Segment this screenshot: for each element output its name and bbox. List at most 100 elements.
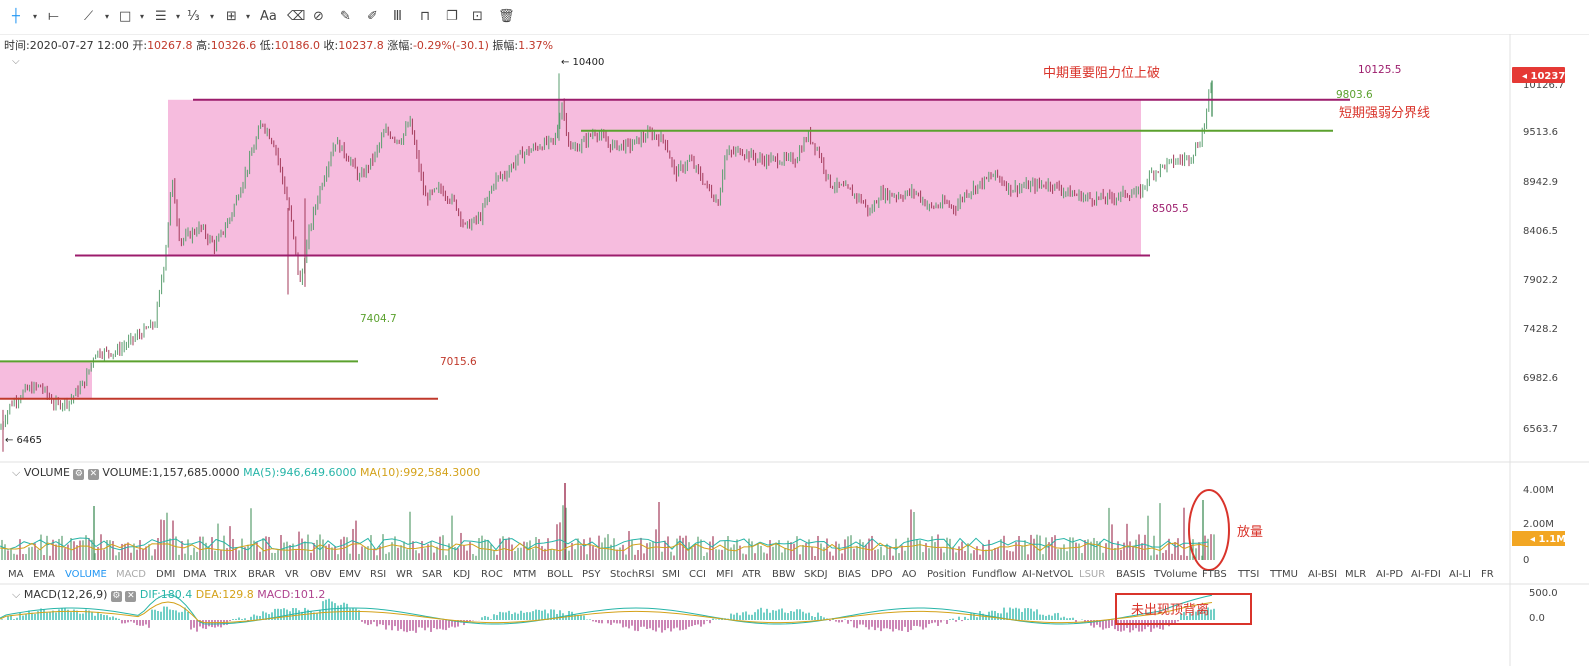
volume-ma10: MA(10):992,584.3000 (359, 466, 481, 479)
indicator-tab-basis[interactable]: BASIS (1116, 569, 1146, 580)
consolidation-zone (168, 99, 1141, 256)
price-axis-tick: 9513.6 (1523, 127, 1558, 138)
indicator-tab-ttsi[interactable]: TTSI (1238, 569, 1260, 580)
indicator-tabs: MA EMA VOLUME MACD DMI DMA TRIX BRAR VR OBV EMV RSI… (0, 569, 1510, 585)
crosshair-icon[interactable]: ┼ (12, 9, 20, 24)
indicator-tab-ttmu[interactable]: TTMU (1270, 569, 1298, 580)
lock-icon[interactable]: ⊓ (420, 9, 431, 24)
caret-down-icon[interactable]: ▾ (105, 12, 110, 21)
indicator-tab-obv[interactable]: OBV (310, 569, 332, 580)
indicator-tab-ai-li[interactable]: AI-LI (1449, 569, 1471, 580)
caret-down-icon[interactable]: ▾ (246, 12, 251, 21)
indicator-tab-macd[interactable]: MACD (116, 569, 146, 580)
level-label: 8505.5 (1152, 203, 1189, 215)
indicator-tab-ao[interactable]: AO (902, 569, 917, 580)
indicator-tab-ema[interactable]: EMA (33, 569, 55, 580)
macd-dea-line (0, 601, 1213, 624)
settings-gear-icon[interactable]: ⚙ (73, 469, 85, 480)
collapse-chevron-icon[interactable]: ⌵ (12, 588, 21, 601)
ohlc-info-bar: 时间:2020-07-27 12:00 开:10267.8 高:10326.6 … (4, 37, 553, 53)
high-label: 高: (196, 39, 211, 52)
eraser-icon[interactable]: ⌫ (287, 9, 306, 24)
collapse-chevron-icon[interactable]: ⌵ (12, 466, 21, 479)
indicator-tab-brar[interactable]: BRAR (248, 569, 276, 580)
indicator-tab-emv[interactable]: EMV (339, 569, 361, 580)
change-label: 涨幅: (387, 39, 413, 52)
indicator-tab-dma[interactable]: DMA (183, 569, 207, 580)
indicator-tab-psy[interactable]: PSY (582, 569, 601, 580)
measure-icon[interactable]: ⊞ (226, 9, 237, 24)
indicator-tab-ai-pd[interactable]: AI-PD (1376, 569, 1404, 580)
fibonacci-icon[interactable]: ☰ (155, 9, 167, 24)
indicator-tab-ai-fdi[interactable]: AI-FDI (1411, 569, 1441, 580)
indicator-tab-bias[interactable]: BIAS (838, 569, 861, 580)
indicator-tab-position[interactable]: Position (927, 569, 966, 580)
settings-gear-icon[interactable]: ⚙ (110, 591, 122, 602)
indicator-tab-ftbs[interactable]: FTBS (1202, 569, 1227, 580)
indicator-tab-skdj[interactable]: SKDJ (804, 569, 828, 580)
magnet-icon[interactable]: ⊘ (313, 9, 324, 24)
indicator-tab-vr[interactable]: VR (285, 569, 299, 580)
indicator-tab-kdj[interactable]: KDJ (453, 569, 471, 580)
screenshot-icon[interactable]: ⊡ (472, 9, 483, 24)
macd-histogram (1, 598, 1215, 633)
indicator-tab-ai-bsi[interactable]: AI-BSI (1308, 569, 1338, 580)
indicator-tab-mfi[interactable]: MFI (716, 569, 734, 580)
indicator-tab-tvolume[interactable]: TVolume (1154, 569, 1198, 580)
volume-axis-tick: 2.00M (1523, 519, 1554, 530)
indicator-tab-boll[interactable]: BOLL (547, 569, 573, 580)
caret-down-icon[interactable]: ▾ (176, 12, 181, 21)
volume-ma5: MA(5):946,649.6000 (243, 466, 357, 479)
high-marker: ← 10400 (561, 57, 604, 68)
indicator-tab-smi[interactable]: SMI (662, 569, 680, 580)
indicator-tab-dmi[interactable]: DMI (156, 569, 176, 580)
pencil-icon[interactable]: ✐ (367, 9, 378, 24)
trendline-icon[interactable]: ⟋ (84, 9, 94, 24)
indicator-tab-mlr[interactable]: MLR (1345, 569, 1367, 580)
ruler-icon[interactable]: ✎ (340, 9, 351, 24)
indicator-tab-bbw[interactable]: BBW (772, 569, 796, 580)
horizontal-line-icon[interactable]: ⟝ (48, 9, 59, 24)
indicator-tab-cci[interactable]: CCI (689, 569, 706, 580)
indicator-tab-volume[interactable]: VOLUME (65, 569, 107, 580)
macd-highlight-box (1115, 593, 1252, 625)
indicator-tab-roc[interactable]: ROC (481, 569, 503, 580)
price-axis-tick: 7902.2 (1523, 275, 1558, 286)
trash-icon[interactable]: 🗑 (498, 9, 515, 24)
copy-icon[interactable]: ❐ (446, 9, 458, 24)
wave-icon[interactable]: ⅓ (187, 9, 200, 24)
indicator-tab-fr[interactable]: FR (1481, 569, 1494, 580)
indicator-tab-sar[interactable]: SAR (422, 569, 443, 580)
indicator-tab-fundflow[interactable]: Fundflow (972, 569, 1017, 580)
indicator-tab-wr[interactable]: WR (396, 569, 413, 580)
last-price-tag-label: ◂ 10237.8 (1522, 71, 1576, 82)
indicator-tab-rsi[interactable]: RSI (370, 569, 387, 580)
indicator-tab-trix[interactable]: TRIX (214, 569, 237, 580)
caret-down-icon[interactable]: ▾ (140, 12, 145, 21)
close-label: 收: (323, 39, 339, 52)
caret-down-icon[interactable]: ▾ (210, 12, 215, 21)
indicator-tab-lsur[interactable]: LSUR (1079, 569, 1106, 580)
rectangle-icon[interactable]: □ (119, 9, 132, 24)
text-icon[interactable]: Aa (260, 9, 277, 24)
volume-header: ⌵ VOLUME ⚙ ✕ VOLUME:1,157,685.0000 MA(5)… (12, 466, 480, 480)
indicator-tab-ai-netvol[interactable]: AI-NetVOL (1022, 569, 1074, 580)
close-icon[interactable]: ✕ (125, 591, 137, 602)
indicator-tab-dpo[interactable]: DPO (871, 569, 893, 580)
indicator-tab-atr[interactable]: ATR (742, 569, 762, 580)
caret-down-icon[interactable]: ▾ (33, 12, 38, 21)
note-no-divergence: 未出现顶背离 (1131, 602, 1209, 618)
close-icon[interactable]: ✕ (87, 469, 99, 480)
collapse-chevron-icon[interactable]: ⌵ (12, 56, 20, 67)
candles-icon[interactable]: Ⅲ (393, 9, 402, 24)
indicator-tab-stochrsi[interactable]: StochRSI (610, 569, 655, 580)
indicator-tab-mtm[interactable]: MTM (513, 569, 537, 580)
note-volume-surge: 放量 (1237, 525, 1263, 540)
last-price-tag (1512, 67, 1565, 83)
price-axis-tick: 8406.5 (1523, 226, 1558, 237)
indicator-tab-ma[interactable]: MA (8, 569, 24, 580)
volume-name: VOLUME (23, 466, 70, 479)
drawing-toolbar: ┼ ▾ ⟝ ⟋ ▾ □ ▾ ☰ ▾ ⅓ ▾ ⊞ ▾ Aa ⌫ ⊘ ✎ ✐ Ⅲ ⊓ ❐ ⊡ 🗑 (0, 0, 1589, 35)
volume-highlight-circle (1188, 489, 1230, 571)
